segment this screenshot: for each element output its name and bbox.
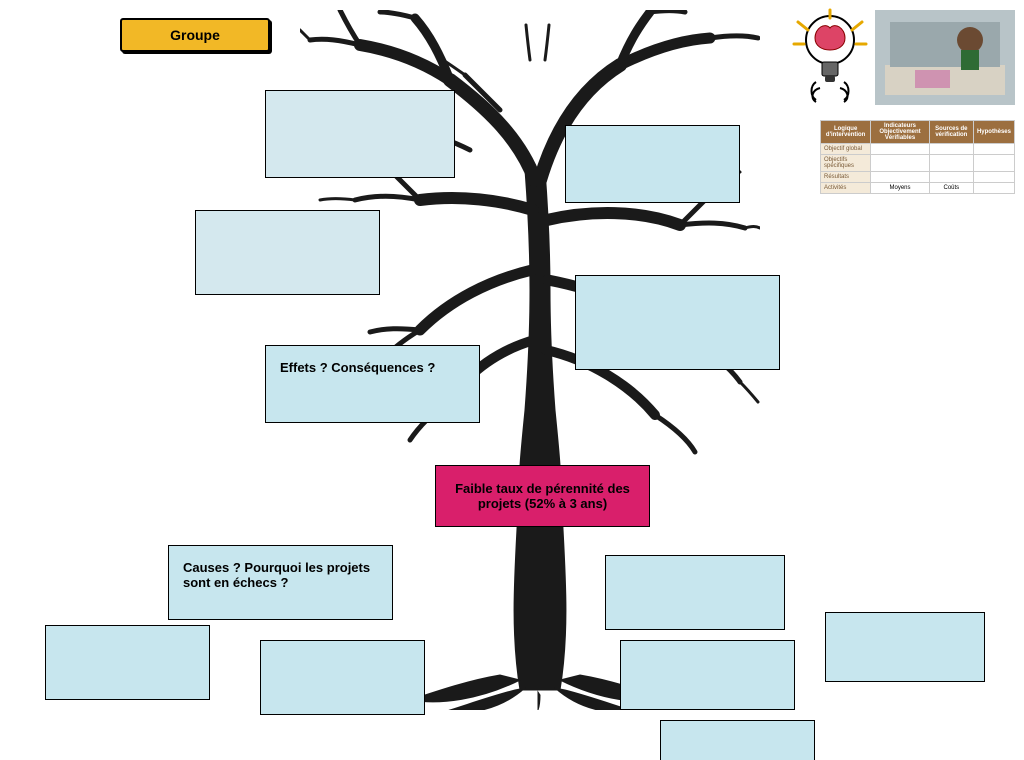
- logframe-cell: [973, 144, 1014, 155]
- logframe-cell: [973, 155, 1014, 172]
- logframe-cell: [973, 172, 1014, 183]
- box-cau1: [45, 625, 210, 700]
- logframe-cell: [929, 155, 973, 172]
- box-cau6: [660, 720, 815, 760]
- box-cau5: [825, 612, 985, 682]
- logframe-mini-table: Logique d'interventionIndicateurs Object…: [820, 120, 1015, 194]
- diagram-stage: { "canvas": { "width": 1024, "height": 7…: [0, 0, 1024, 760]
- logframe-cell: [929, 172, 973, 183]
- logframe-row-label: Activités: [821, 183, 871, 194]
- logframe-cell: [973, 183, 1014, 194]
- box-eff1: [265, 90, 455, 178]
- box-effq: Effets ? Conséquences ?: [265, 345, 480, 423]
- groupe-badge: Groupe: [120, 18, 270, 52]
- photo-thumbnail: [875, 10, 1015, 105]
- logframe-cell: [871, 172, 929, 183]
- logframe-cell: Coûts: [929, 183, 973, 194]
- logframe-cell: Moyens: [871, 183, 929, 194]
- logframe-row-label: Résultats: [821, 172, 871, 183]
- box-cauq: Causes ? Pourquoi les projets sont en éc…: [168, 545, 393, 620]
- logframe-row-label: Objectif global: [821, 144, 871, 155]
- logframe-cell: [871, 155, 929, 172]
- box-cau3: [605, 555, 785, 630]
- box-eff2: [565, 125, 740, 203]
- logframe-header-cell: Sources de vérification: [929, 121, 973, 144]
- logframe-cell: [929, 144, 973, 155]
- box-eff4: [575, 275, 780, 370]
- logframe-header-cell: Logique d'intervention: [821, 121, 871, 144]
- logframe-cell: [871, 144, 929, 155]
- logframe-row-label: Objectifs spécifiques: [821, 155, 871, 172]
- lightbulb-brain-icon: [790, 8, 870, 103]
- box-eff3: [195, 210, 380, 295]
- box-cau2: [260, 640, 425, 715]
- logframe-header-cell: Indicateurs Objectivement Vérifiables: [871, 121, 929, 144]
- box-cau4: [620, 640, 795, 710]
- central-problem-box: Faible taux de pérennité des projets (52…: [435, 465, 650, 527]
- logframe-header-cell: Hypothèses: [973, 121, 1014, 144]
